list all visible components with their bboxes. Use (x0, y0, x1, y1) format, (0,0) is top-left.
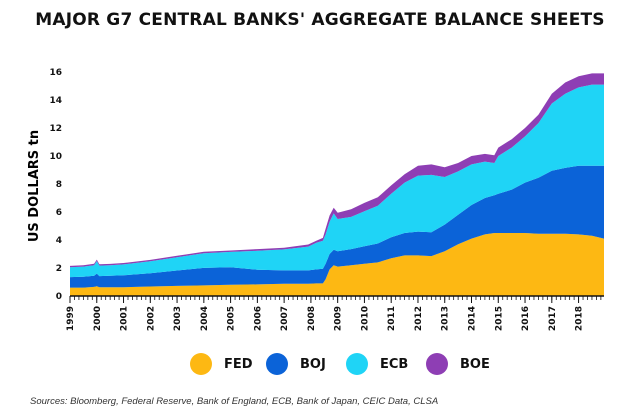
area-ecb (70, 84, 604, 278)
y-tick-label: 4 (56, 236, 62, 246)
x-tick-label: 2018 (575, 306, 585, 331)
legend-label-ecb: ECB (380, 356, 409, 372)
x-tick-label: 2008 (307, 306, 317, 331)
source-note: Sources: Bloomberg, Federal Reserve, Ban… (30, 396, 439, 407)
legend-swatch-fed (190, 353, 212, 375)
area-fed (70, 233, 604, 296)
legend-item-ecb: ECB (346, 352, 408, 376)
x-tick-label: 2004 (200, 306, 210, 331)
x-tick-label: 2015 (494, 306, 504, 331)
x-tick-label: 2011 (387, 306, 397, 331)
x-tick-label: 2013 (441, 306, 451, 331)
legend-label-fed: FED (224, 356, 253, 372)
x-tick-label: 1999 (66, 306, 76, 331)
axes-layer: 0 2 4 6 8 10 12 14 16 1999 2000 2001 2002 2003 2004 200… (49, 68, 604, 331)
legend-item-fed: FED (190, 352, 253, 376)
y-tick-label: 16 (49, 68, 62, 78)
area-layer (70, 73, 604, 296)
x-tick-label: 2009 (334, 306, 344, 331)
x-tick-label: 2012 (414, 306, 424, 331)
legend-swatch-ecb (346, 353, 368, 375)
y-tick-label: 6 (56, 208, 62, 218)
chart-svg: 0 2 4 6 8 10 12 14 16 1999 2000 2001 2002 2003 2004 200… (27, 68, 604, 331)
y-tick-label: 0 (56, 292, 62, 302)
legend-label-boj: BOJ (300, 356, 326, 372)
y-tick-label: 8 (56, 180, 62, 190)
y-tick-label: 10 (49, 152, 62, 162)
x-tick-label: 2007 (280, 306, 290, 331)
y-tick-label: 14 (49, 96, 62, 106)
x-tick-label: 2003 (173, 306, 183, 331)
chart-title: MAJOR G7 CENTRAL BANKS' AGGREGATE BALANC… (35, 10, 605, 30)
x-tick-label: 2006 (253, 306, 263, 331)
legend-swatch-boj (266, 353, 288, 375)
y-axis-label: US DOLLARS tn (27, 130, 42, 242)
legend: FED BOJ ECB BOE (0, 352, 640, 376)
legend-item-boe: BOE (426, 352, 490, 376)
x-tick-label: 2016 (521, 306, 531, 331)
x-tick-label: 2002 (146, 306, 156, 331)
legend-swatch-boe (426, 353, 448, 375)
legend-label-boe: BOE (460, 356, 490, 372)
legend-item-boj: BOJ (266, 352, 326, 376)
area-boj (70, 165, 604, 288)
x-tick-label: 2017 (548, 306, 558, 331)
x-tick-label: 2010 (360, 306, 370, 331)
y-tick-label: 2 (56, 264, 62, 274)
y-tick-label: 12 (49, 124, 62, 134)
x-tick-label: 2001 (120, 306, 130, 331)
x-tick-label: 2014 (468, 306, 478, 331)
x-tick-label: 2000 (93, 306, 103, 331)
x-tick-label: 2005 (227, 306, 237, 331)
